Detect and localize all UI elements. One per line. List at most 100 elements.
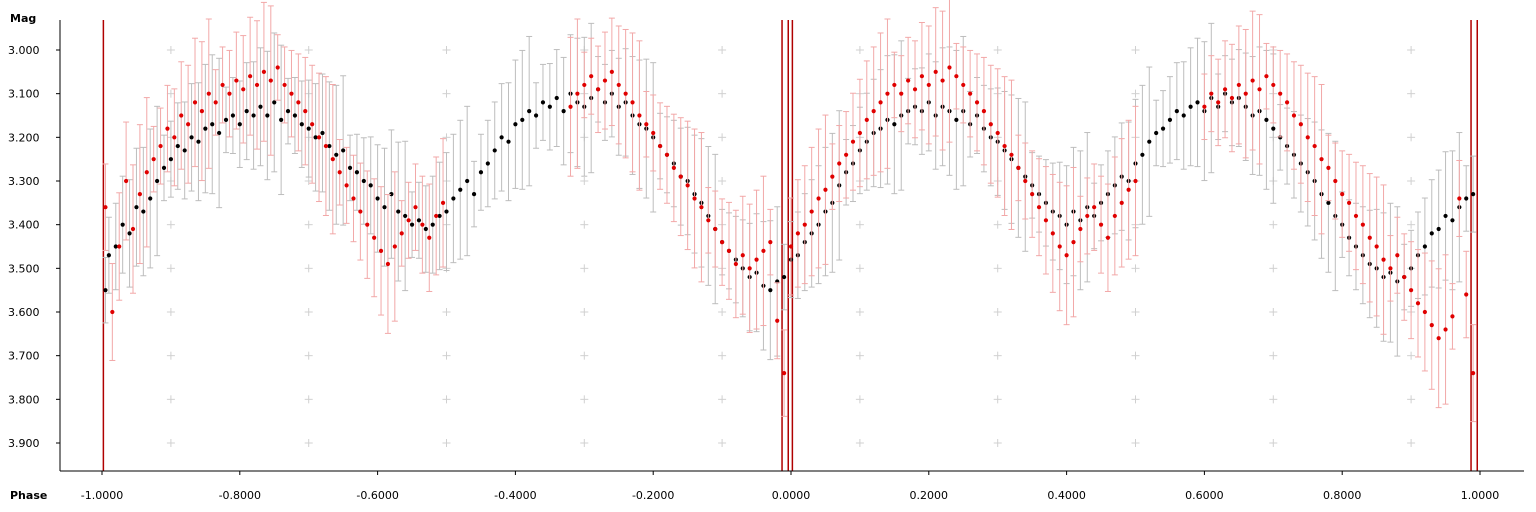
data-point	[1312, 143, 1317, 149]
data-point	[347, 165, 353, 170]
x-tick-label: -0.8000	[219, 489, 261, 502]
grid-marker	[718, 308, 727, 316]
data-point	[1436, 226, 1441, 232]
grid-marker	[855, 439, 864, 447]
data-point	[265, 113, 270, 118]
data-point	[1284, 100, 1290, 105]
data-point	[313, 135, 318, 140]
grid-marker	[580, 395, 589, 404]
grid-marker	[304, 177, 313, 185]
data-point	[372, 235, 377, 240]
data-point	[254, 82, 260, 88]
y-tick-label: 3.300	[8, 175, 40, 188]
grid-marker	[993, 395, 1002, 404]
data-point	[609, 69, 614, 74]
data-point	[768, 288, 773, 293]
data-point	[458, 187, 463, 192]
data-point	[1471, 192, 1476, 197]
data-point	[802, 222, 807, 227]
data-point	[1291, 113, 1297, 118]
error-bar	[946, 0, 953, 143]
data-point	[485, 161, 490, 166]
data-point	[282, 82, 287, 88]
data-point	[396, 209, 401, 214]
data-point	[871, 109, 876, 114]
data-point	[713, 226, 718, 232]
x-axis-title: Phase	[10, 489, 47, 502]
grid-marker	[442, 351, 451, 360]
data-point	[341, 148, 346, 153]
data-point	[1450, 314, 1455, 319]
data-point	[506, 139, 511, 144]
data-point	[451, 196, 456, 201]
data-point	[1450, 218, 1455, 223]
data-point	[1381, 257, 1386, 262]
data-point	[947, 65, 952, 70]
data-point	[582, 82, 587, 88]
data-point	[244, 109, 249, 114]
data-point	[1305, 135, 1310, 140]
grid-marker	[1269, 351, 1278, 360]
data-point	[520, 117, 525, 122]
data-point	[1257, 87, 1262, 92]
data-point	[961, 82, 966, 88]
data-point	[427, 235, 432, 240]
x-tick-label: 0.0000	[772, 489, 811, 502]
data-point	[103, 205, 108, 210]
grid-marker	[993, 46, 1002, 54]
data-point	[554, 95, 559, 101]
data-point	[782, 274, 787, 280]
data-point	[981, 109, 987, 114]
data-point	[1409, 288, 1414, 293]
data-point	[1167, 117, 1173, 122]
data-point	[148, 196, 153, 201]
grid-marker	[993, 264, 1002, 273]
data-point	[292, 113, 298, 118]
grid-marker	[1269, 220, 1278, 229]
data-point	[850, 139, 856, 144]
data-point	[499, 135, 504, 140]
data-point	[630, 100, 635, 105]
data-point	[1222, 87, 1228, 92]
data-point	[172, 135, 177, 140]
data-point	[365, 222, 370, 227]
grid-marker	[718, 89, 727, 98]
data-point	[795, 231, 800, 236]
data-point	[320, 130, 325, 136]
data-point	[323, 143, 329, 149]
data-point	[241, 87, 246, 92]
data-point	[1264, 117, 1269, 122]
grid-marker	[442, 308, 451, 316]
data-point	[1436, 336, 1441, 341]
grid-marker	[442, 89, 451, 98]
data-point	[1250, 78, 1255, 83]
data-point	[223, 117, 229, 122]
data-point	[1112, 213, 1117, 219]
grid-marker	[1407, 133, 1416, 142]
data-point	[919, 74, 925, 79]
data-point	[272, 100, 277, 105]
data-point	[1133, 178, 1138, 184]
grid-marker	[1269, 439, 1278, 447]
data-point	[1160, 126, 1166, 131]
data-point	[124, 178, 129, 184]
data-point	[1471, 371, 1476, 376]
data-point	[196, 139, 201, 144]
data-point	[1050, 231, 1055, 236]
data-point	[1402, 274, 1407, 280]
data-point	[1078, 226, 1083, 232]
data-point	[120, 222, 125, 227]
data-point	[258, 104, 263, 109]
data-point	[141, 209, 146, 214]
data-point	[230, 113, 236, 118]
grid-marker	[166, 439, 175, 447]
grid-marker	[1269, 264, 1278, 273]
x-tick-label: 0.6000	[1185, 489, 1224, 502]
data-point	[589, 74, 594, 79]
data-point	[213, 100, 218, 105]
data-point	[1147, 139, 1152, 144]
data-point	[1229, 95, 1235, 101]
data-point	[275, 65, 280, 70]
data-point	[754, 257, 759, 262]
grid-marker	[855, 351, 864, 360]
